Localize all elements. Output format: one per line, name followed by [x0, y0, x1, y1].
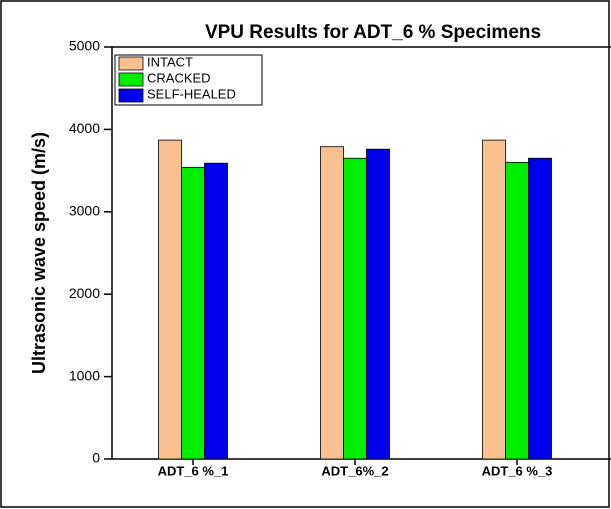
bar [343, 157, 367, 460]
y-tick-label: 1000 [69, 367, 100, 383]
bar [505, 161, 529, 460]
legend-swatch [118, 72, 144, 87]
y-tick-label: 5000 [69, 38, 100, 54]
y-tick-label: 0 [92, 450, 100, 466]
bar [366, 148, 390, 460]
legend-label: SELF-HEALED [147, 86, 236, 101]
y-tick-label: 3000 [69, 203, 100, 219]
bar [204, 162, 228, 460]
chart-title: VPU Results for ADT_6 % Specimens [205, 22, 541, 43]
legend-swatch [118, 88, 144, 103]
legend-label: CRACKED [147, 70, 211, 85]
legend-label: INTACT [147, 54, 193, 69]
x-tick-label: ADT_6 %_3 [482, 463, 553, 478]
y-axis-label: Ultrasonic wave speed (m/s) [29, 132, 49, 374]
legend-swatch [118, 56, 144, 71]
bar [320, 146, 344, 460]
bar [158, 139, 182, 460]
x-tick-label: ADT_6 %_1 [158, 463, 229, 478]
y-tick-label: 2000 [69, 285, 100, 301]
x-tick-label: ADT_6%_2 [321, 463, 388, 478]
bar [181, 166, 205, 460]
y-tick-label: 4000 [69, 120, 100, 136]
bar [482, 139, 506, 460]
bar [528, 157, 552, 460]
